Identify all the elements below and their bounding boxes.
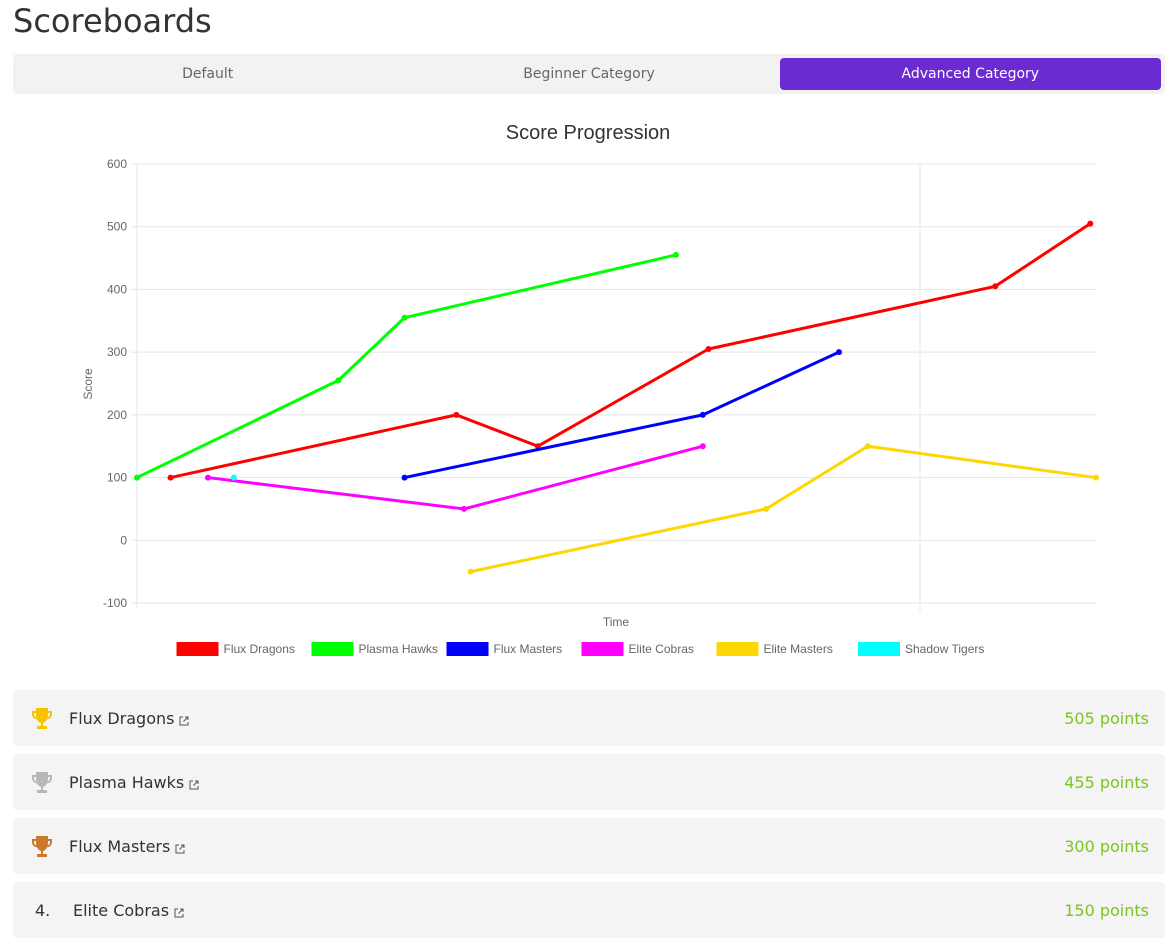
legend-label[interactable]: Plasma Hawks [359, 642, 438, 656]
y-tick-label: 200 [107, 408, 127, 422]
y-tick-label: 100 [107, 471, 127, 485]
data-point[interactable] [864, 443, 871, 450]
y-tick-label: 600 [107, 157, 127, 171]
team-points: 455 points [1064, 772, 1149, 792]
data-point[interactable] [992, 283, 999, 290]
gold-trophy-icon [31, 706, 53, 730]
tab-beginner-category[interactable]: Beginner Category [523, 66, 655, 82]
y-tick-label: 500 [107, 220, 127, 234]
legend-swatch[interactable] [446, 642, 489, 656]
table-row: 4. Elite Cobras 150 points [13, 882, 1165, 938]
y-tick-label: 0 [120, 533, 127, 547]
data-point[interactable] [1093, 474, 1099, 481]
score-progression-chart: Score Progression 600 500 400 300 200 100 0 -10… [81, 122, 1099, 656]
data-point[interactable] [705, 346, 712, 353]
team-points: 505 points [1064, 708, 1149, 728]
data-point[interactable] [1087, 220, 1094, 227]
legend-swatch[interactable] [581, 642, 624, 656]
legend-label[interactable]: Flux Masters [494, 642, 563, 656]
data-point[interactable] [763, 505, 770, 512]
legend-swatch[interactable] [176, 642, 219, 656]
data-point[interactable] [134, 474, 140, 481]
external-link-icon[interactable] [175, 839, 185, 854]
x-axis-label: Time [603, 615, 630, 629]
bronze-trophy-icon [31, 834, 53, 858]
team-name-link[interactable]: Flux Masters [69, 836, 171, 856]
series-line [470, 444, 1097, 574]
external-link-icon[interactable] [179, 711, 189, 726]
y-tick-label: 300 [107, 345, 127, 359]
data-point[interactable] [467, 568, 474, 575]
data-point[interactable] [453, 411, 460, 418]
team-points: 150 points [1064, 900, 1149, 920]
category-tabs: Default Beginner Category Advanced Categ… [13, 54, 1165, 94]
series-line [136, 253, 677, 479]
tab-advanced-category[interactable]: Advanced Category [779, 58, 1161, 90]
data-point[interactable] [167, 474, 174, 481]
data-point[interactable] [335, 377, 342, 384]
external-link-icon[interactable] [189, 775, 199, 790]
tab-default[interactable]: Default [182, 66, 234, 82]
chart-title: Score Progression [506, 122, 671, 144]
table-row: Flux Dragons 505 points [13, 690, 1165, 746]
legend-label[interactable]: Shadow Tigers [905, 642, 984, 656]
chart-legend: Flux Dragons Plasma Hawks Flux Masters Elit… [176, 642, 984, 656]
legend-swatch[interactable] [716, 642, 759, 656]
data-point[interactable] [461, 505, 468, 512]
y-tick-label: -100 [103, 596, 127, 610]
team-name-link[interactable]: Flux Dragons [69, 708, 175, 728]
external-link-icon[interactable] [174, 903, 184, 918]
y-tick-label: 400 [107, 282, 127, 296]
data-point[interactable] [699, 411, 706, 418]
team-name-link[interactable]: Elite Cobras [73, 900, 170, 920]
legend-label[interactable]: Flux Dragons [224, 642, 295, 656]
rank-number: 4. [35, 900, 51, 920]
legend-label[interactable]: Elite Cobras [629, 642, 694, 656]
table-row: Plasma Hawks 455 points [13, 754, 1165, 810]
table-row: Flux Masters 300 points [13, 818, 1165, 874]
legend-swatch[interactable] [858, 642, 900, 656]
data-point[interactable] [401, 474, 408, 481]
scoreboard-list: Flux Dragons 505 points Plasma Hawks 455… [13, 690, 1165, 946]
page-title: Scoreboards [13, 2, 212, 40]
series-line [170, 222, 1092, 480]
legend-swatch[interactable] [311, 642, 354, 656]
legend-label[interactable]: Elite Masters [764, 642, 833, 656]
silver-trophy-icon [31, 770, 53, 794]
data-point[interactable] [835, 349, 842, 356]
data-point[interactable] [230, 474, 237, 481]
data-point[interactable] [672, 251, 679, 258]
data-point[interactable] [401, 314, 408, 321]
team-name-link[interactable]: Plasma Hawks [69, 772, 185, 792]
y-axis-label: Score [81, 368, 95, 400]
data-point[interactable] [204, 474, 211, 481]
chart-grid [131, 163, 1096, 611]
chart-series [134, 220, 1099, 575]
y-axis-ticks: 600 500 400 300 200 100 0 -100 [103, 157, 127, 610]
data-point[interactable] [699, 443, 706, 450]
team-points: 300 points [1064, 836, 1149, 856]
